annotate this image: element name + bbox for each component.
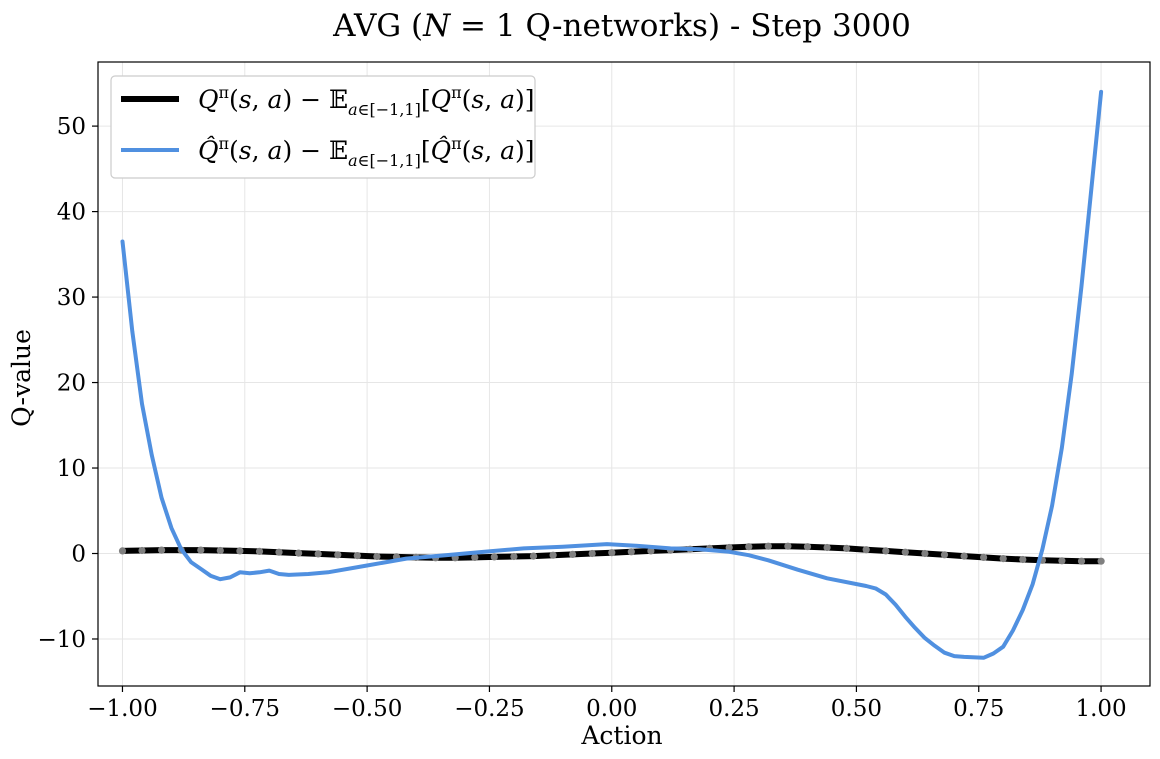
y-tick-label: −10: [37, 627, 86, 653]
x-tick-label: −0.50: [332, 696, 402, 722]
data-point-true-q: [275, 548, 283, 556]
data-point-true-q: [1058, 557, 1066, 565]
data-point-true-q: [627, 548, 635, 556]
x-tick-label: 0.50: [831, 696, 882, 722]
data-point-true-q: [960, 552, 968, 560]
data-point-true-q: [784, 542, 792, 550]
data-point-true-q: [334, 551, 342, 559]
y-tick-label: 0: [71, 542, 86, 568]
legend-label-true-q: Qπ(s, a) − 𝔼a∈[−1,1][Qπ(s, a)]: [198, 83, 535, 119]
x-tick-label: 0.25: [708, 696, 759, 722]
data-point-true-q: [823, 543, 831, 552]
data-point-true-q: [471, 553, 479, 562]
data-point-true-q: [353, 552, 361, 560]
data-point-true-q: [1019, 555, 1027, 564]
data-point-true-q: [255, 547, 264, 556]
data-point-true-q: [138, 546, 146, 555]
data-point-true-q: [1077, 557, 1086, 565]
legend-label-estimated-q: Q̂π(s, a) − 𝔼a∈[−1,1][Q̂π(s, a)]: [198, 134, 535, 170]
x-tick-label: −0.25: [454, 696, 524, 722]
chart-title: AVG (N = 1 Q-networks) - Step 3000: [332, 8, 911, 44]
series-line-estimated-q: [120, 89, 1104, 660]
x-tick-label: 1.00: [1075, 696, 1126, 722]
data-point-true-q: [980, 553, 988, 562]
data-point-true-q: [529, 552, 538, 560]
data-point-true-q: [158, 546, 166, 554]
data-point-true-q: [1097, 557, 1105, 565]
data-point-true-q: [373, 552, 381, 561]
data-point-true-q: [725, 543, 733, 552]
data-point-true-q: [843, 544, 851, 553]
data-point-true-q: [314, 550, 322, 558]
legend-box: [110, 75, 536, 179]
data-point-true-q: [549, 551, 557, 559]
plot-frame: [97, 61, 1151, 687]
x-tick-label: −1.00: [87, 696, 157, 722]
data-point-true-q: [882, 547, 890, 555]
series-layer: [118, 89, 1105, 660]
y-tick-label: 30: [57, 285, 86, 311]
data-point-true-q: [510, 552, 518, 561]
data-point-true-q: [236, 547, 244, 555]
data-point-true-q: [745, 543, 753, 551]
x-tick-label: 0.00: [586, 696, 637, 722]
data-point-true-q: [608, 549, 616, 557]
y-tick-label: 10: [57, 456, 86, 482]
y-tick-label: 40: [57, 200, 86, 226]
y-tick-label: 50: [57, 114, 86, 140]
x-tick-label: −0.75: [210, 696, 280, 722]
x-tick-label: 0.75: [953, 696, 1004, 722]
data-point-true-q: [940, 551, 949, 559]
data-point-true-q: [569, 550, 577, 559]
data-point-true-q: [921, 549, 929, 558]
data-point-true-q: [901, 548, 909, 556]
legend: Qπ(s, a) − 𝔼a∈[−1,1][Qπ(s, a)] Q̂π(s, a)…: [110, 75, 536, 179]
data-point-true-q: [862, 546, 870, 554]
data-point-true-q: [118, 547, 127, 555]
data-point-true-q: [588, 549, 596, 558]
y-axis-label: Q-value: [7, 329, 36, 427]
x-axis-label: Action: [580, 721, 662, 750]
data-point-true-q: [803, 543, 812, 551]
data-point-true-q: [647, 547, 655, 555]
data-point-true-q: [197, 546, 205, 554]
data-point-true-q: [295, 549, 303, 557]
data-point-true-q: [764, 542, 772, 550]
y-tick-label: 20: [57, 371, 86, 397]
data-point-true-q: [216, 546, 224, 555]
data-point-true-q: [490, 553, 498, 561]
ticks: −1.00 −0.75 −0.50 −0.25 0.00 0.25 0.50 0.75 1.00…: [37, 114, 1126, 722]
data-point-true-q: [999, 555, 1007, 563]
